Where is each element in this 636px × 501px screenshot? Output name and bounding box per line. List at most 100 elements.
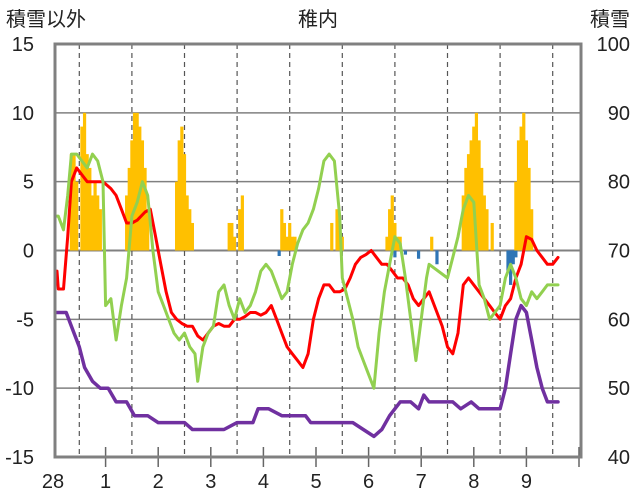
y-right-tick: 40 [608, 447, 630, 469]
precipitation-bar [469, 140, 473, 251]
precipitation-bar [472, 126, 476, 251]
precipitation-bar [466, 154, 471, 251]
precipitation-bar [182, 154, 187, 251]
precipitation-bar [96, 195, 100, 251]
y-right-tick: 100 [597, 34, 630, 56]
snow-change-bar [416, 250, 421, 259]
snow-change-bar [506, 250, 510, 272]
precipitation-bar [522, 112, 526, 251]
x-tick: 8 [468, 471, 479, 493]
precipitation-bar [527, 167, 531, 251]
precipitation-bar [80, 126, 84, 251]
precipitation-bar [180, 126, 184, 251]
precipitation-bar [140, 140, 145, 251]
precipitation-bar [90, 195, 95, 251]
left-axis-title: 積雪以外 [6, 8, 86, 31]
precipitation-bar [130, 140, 134, 251]
y-right-tick: 90 [608, 103, 630, 125]
snow-change-bar [514, 250, 518, 258]
y-right-tick: 50 [608, 378, 630, 400]
precipitation-bar [530, 209, 534, 251]
snow-change-bar [393, 250, 397, 258]
y-left-tick: 0 [23, 241, 34, 263]
x-tick: 4 [258, 471, 269, 493]
precipitation-bar [516, 140, 521, 251]
x-tick: 7 [416, 471, 427, 493]
x-tick: 6 [363, 471, 374, 493]
x-tick: 3 [205, 471, 216, 493]
precipitation-bar [232, 236, 237, 251]
precipitation-bar [98, 209, 102, 251]
precipitation-bar [464, 167, 468, 251]
x-tick: 28 [42, 471, 64, 493]
precipitation-bar [524, 140, 528, 251]
chart-title: 稚内 [298, 8, 338, 31]
precipitation-bar [185, 195, 189, 251]
precipitation-bar [82, 112, 87, 251]
precipitation-bar [93, 181, 97, 251]
y-right-tick: 70 [608, 241, 630, 263]
precipitation-bar [282, 222, 287, 251]
precipitation-bar [240, 195, 244, 251]
y-left-tick: 10 [12, 103, 34, 125]
humidity-line [55, 152, 560, 390]
precipitation-bar [514, 181, 518, 251]
precipitation-bar [474, 112, 479, 251]
temperature-line [55, 166, 560, 369]
precipitation-bar [519, 126, 523, 251]
precipitation-bar [75, 181, 79, 251]
x-tick: 5 [310, 471, 321, 493]
snow-change-bar [511, 250, 515, 265]
bar-series [69, 112, 534, 285]
precipitation-bar [127, 167, 131, 251]
right-axis-title: 積雪 [590, 8, 630, 31]
y-left-tick: -10 [5, 378, 34, 400]
precipitation-bar [490, 222, 494, 251]
precipitation-bar [238, 209, 242, 251]
precipitation-bar [461, 195, 465, 251]
precipitation-bar [293, 236, 297, 251]
precipitation-bar [330, 222, 334, 251]
precipitation-bar [146, 209, 150, 251]
precipitation-bar [85, 154, 89, 251]
precipitation-bar [480, 167, 484, 251]
x-tick: 2 [153, 471, 164, 493]
plot-frame [53, 42, 583, 459]
snow-change-bar [403, 250, 408, 255]
precipitation-bar [230, 222, 234, 251]
precipitation-bar [177, 140, 181, 251]
precipitation-bar [135, 112, 139, 251]
precipitation-bar [132, 112, 137, 251]
precipitation-bar [482, 195, 486, 251]
precipitation-bar [485, 209, 489, 251]
y-left-tick: 5 [23, 172, 34, 194]
precipitation-bar [390, 195, 394, 251]
precipitation-bar [280, 209, 284, 251]
snow-depth-line [55, 303, 560, 439]
precipitation-bar [335, 209, 339, 251]
precipitation-bar [385, 236, 389, 251]
x-tick: 1 [100, 471, 111, 493]
y-left-tick: -5 [16, 309, 34, 331]
precipitation-bar [188, 209, 192, 251]
y-left-tick: -15 [5, 447, 34, 469]
precipitation-bar [285, 236, 289, 251]
y-left-tick: 15 [12, 34, 34, 56]
precipitation-bar [190, 222, 194, 251]
precipitation-bar [477, 140, 481, 251]
precipitation-bar [72, 154, 76, 251]
snow-change-bar [277, 250, 281, 257]
snow-change-bar [435, 250, 439, 265]
precipitation-bar [290, 236, 294, 251]
y-right-tick: 80 [608, 172, 630, 194]
precipitation-bar [175, 181, 179, 251]
x-tick: 9 [521, 471, 532, 493]
precipitation-bar [143, 167, 147, 251]
precipitation-bar [388, 209, 392, 251]
precipitation-bar [395, 236, 400, 251]
line-series [55, 152, 560, 439]
y-right-tick: 60 [608, 309, 630, 331]
precipitation-bar [227, 222, 231, 251]
precipitation-bar [288, 222, 292, 251]
